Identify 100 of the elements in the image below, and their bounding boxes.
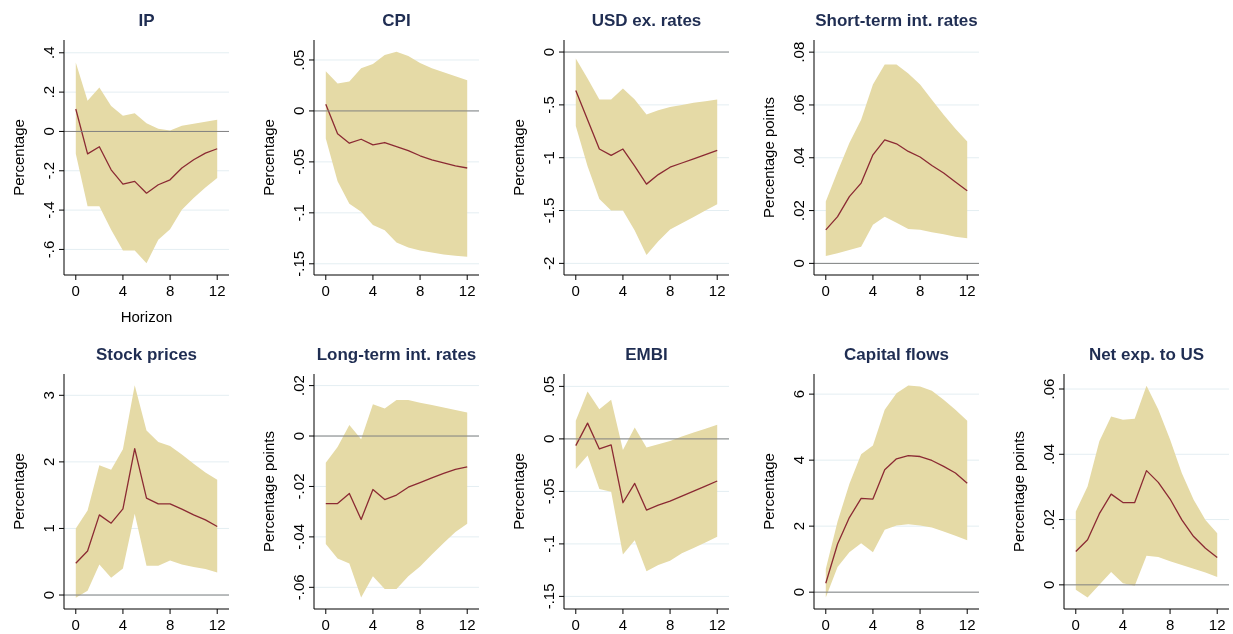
y-tick-label: -.06 bbox=[290, 574, 307, 601]
y-axis-title: Percentage bbox=[510, 453, 527, 530]
y-tick-label: -2 bbox=[540, 256, 557, 271]
y-axis-title: Percentage bbox=[510, 119, 527, 196]
x-tick-label: 0 bbox=[821, 616, 830, 633]
line-series bbox=[575, 89, 718, 185]
y-tick-label: -.15 bbox=[540, 583, 557, 610]
line-series bbox=[825, 454, 968, 584]
x-tick-label: 4 bbox=[618, 616, 628, 633]
y-axis-title: Percentage bbox=[10, 119, 27, 196]
x-tick-label: 4 bbox=[868, 282, 878, 299]
line-series bbox=[825, 139, 968, 231]
line-series bbox=[75, 448, 218, 564]
y-tick-label: 2 bbox=[40, 457, 57, 467]
x-tick-label: 12 bbox=[458, 616, 476, 633]
x-tick-label: 12 bbox=[708, 616, 726, 633]
y-tick-label: .02 bbox=[290, 375, 307, 397]
y-tick-label: 0 bbox=[540, 434, 557, 444]
chart-title: USD ex. rates bbox=[591, 11, 702, 30]
x-tick-label: 8 bbox=[165, 282, 175, 299]
x-tick-label: 8 bbox=[415, 616, 425, 633]
x-tick-label: 0 bbox=[321, 282, 330, 299]
chart-title: Capital flows bbox=[844, 345, 949, 364]
y-tick-label: -.05 bbox=[290, 148, 307, 175]
y-tick-label: 0 bbox=[40, 127, 57, 136]
y-tick-label: 0 bbox=[790, 259, 807, 268]
line-series bbox=[75, 108, 218, 194]
chart-title: CPI bbox=[382, 11, 411, 30]
x-tick-label: 4 bbox=[618, 282, 628, 299]
x-tick-label: 4 bbox=[1118, 616, 1128, 633]
chart-title: Stock prices bbox=[95, 345, 198, 364]
y-tick-label: 1 bbox=[40, 524, 57, 533]
x-tick-label: 4 bbox=[868, 616, 878, 633]
y-tick-label: 4 bbox=[790, 455, 807, 465]
y-tick-label: 0 bbox=[540, 47, 557, 57]
y-tick-label: .06 bbox=[790, 94, 807, 116]
x-tick-label: 8 bbox=[665, 282, 675, 299]
y-tick-label: .06 bbox=[1040, 378, 1057, 400]
y-tick-label: 0 bbox=[1040, 580, 1057, 590]
x-tick-label: 8 bbox=[415, 282, 425, 299]
chart-title: EMBI bbox=[625, 345, 668, 364]
y-tick-label: .2 bbox=[40, 85, 57, 99]
x-tick-label: 12 bbox=[208, 282, 226, 299]
y-axis-title: Percentage points bbox=[260, 431, 277, 552]
y-tick-label: .02 bbox=[1040, 509, 1057, 530]
y-axis-title: Percentage points bbox=[1010, 431, 1027, 552]
y-tick-label: -.1 bbox=[290, 204, 307, 222]
x-tick-label: 12 bbox=[958, 616, 976, 633]
x-tick-label: 4 bbox=[368, 616, 378, 633]
x-tick-label: 12 bbox=[1208, 616, 1226, 633]
x-tick-label: 0 bbox=[821, 282, 830, 299]
y-tick-label: -.4 bbox=[40, 201, 57, 219]
y-axis-title: Percentage bbox=[10, 453, 27, 530]
x-tick-label: 8 bbox=[915, 616, 925, 633]
x-tick-label: 0 bbox=[571, 616, 580, 633]
y-tick-label: 6 bbox=[790, 389, 807, 399]
line-series bbox=[325, 466, 468, 521]
x-tick-label: 12 bbox=[458, 282, 476, 299]
y-tick-label: -1 bbox=[540, 151, 557, 165]
x-axis-title: Horizon bbox=[120, 308, 173, 325]
y-tick-label: .05 bbox=[540, 375, 557, 397]
chart-title: Short-term int. rates bbox=[815, 11, 978, 30]
y-tick-label: -.04 bbox=[290, 523, 307, 550]
chart-title: Net exp. to US bbox=[1088, 345, 1205, 364]
y-tick-label: .04 bbox=[790, 147, 807, 169]
y-axis-title: Percentage bbox=[760, 453, 777, 530]
x-tick-label: 4 bbox=[118, 282, 128, 299]
y-tick-label: 0 bbox=[290, 431, 307, 441]
chart-title: Long-term int. rates bbox=[316, 345, 477, 364]
y-tick-label: -.1 bbox=[540, 535, 557, 553]
y-tick-label: -.02 bbox=[290, 473, 307, 500]
chart-title: IP bbox=[138, 11, 155, 30]
y-axis-title: Percentage bbox=[260, 119, 277, 196]
y-tick-label: 2 bbox=[790, 521, 807, 531]
y-tick-label: -.05 bbox=[540, 478, 557, 505]
x-tick-label: 12 bbox=[958, 282, 976, 299]
x-tick-label: 8 bbox=[1165, 616, 1175, 633]
y-tick-label: -.6 bbox=[40, 240, 57, 259]
y-tick-label: 0 bbox=[790, 588, 807, 597]
y-tick-label: .4 bbox=[40, 46, 57, 60]
x-tick-label: 12 bbox=[208, 616, 226, 633]
line-series bbox=[1075, 469, 1218, 559]
line-series bbox=[575, 422, 718, 511]
y-tick-label: 3 bbox=[40, 391, 57, 400]
y-tick-label: .08 bbox=[790, 41, 807, 63]
x-tick-label: 0 bbox=[1071, 616, 1080, 633]
x-tick-label: 8 bbox=[165, 616, 175, 633]
x-tick-label: 4 bbox=[118, 616, 128, 633]
x-tick-label: 4 bbox=[368, 282, 378, 299]
x-tick-label: 0 bbox=[71, 282, 80, 299]
y-tick-label: 0 bbox=[290, 106, 307, 116]
y-tick-label: -.15 bbox=[290, 250, 307, 277]
y-tick-label: .04 bbox=[1040, 443, 1057, 465]
y-tick-label: .05 bbox=[290, 49, 307, 71]
x-tick-label: 0 bbox=[71, 616, 80, 633]
y-tick-label: 0 bbox=[40, 590, 57, 600]
y-axis-title: Percentage points bbox=[760, 97, 777, 218]
x-tick-label: 8 bbox=[915, 282, 925, 299]
y-tick-label: -.2 bbox=[40, 162, 57, 180]
x-tick-label: 0 bbox=[321, 616, 330, 633]
